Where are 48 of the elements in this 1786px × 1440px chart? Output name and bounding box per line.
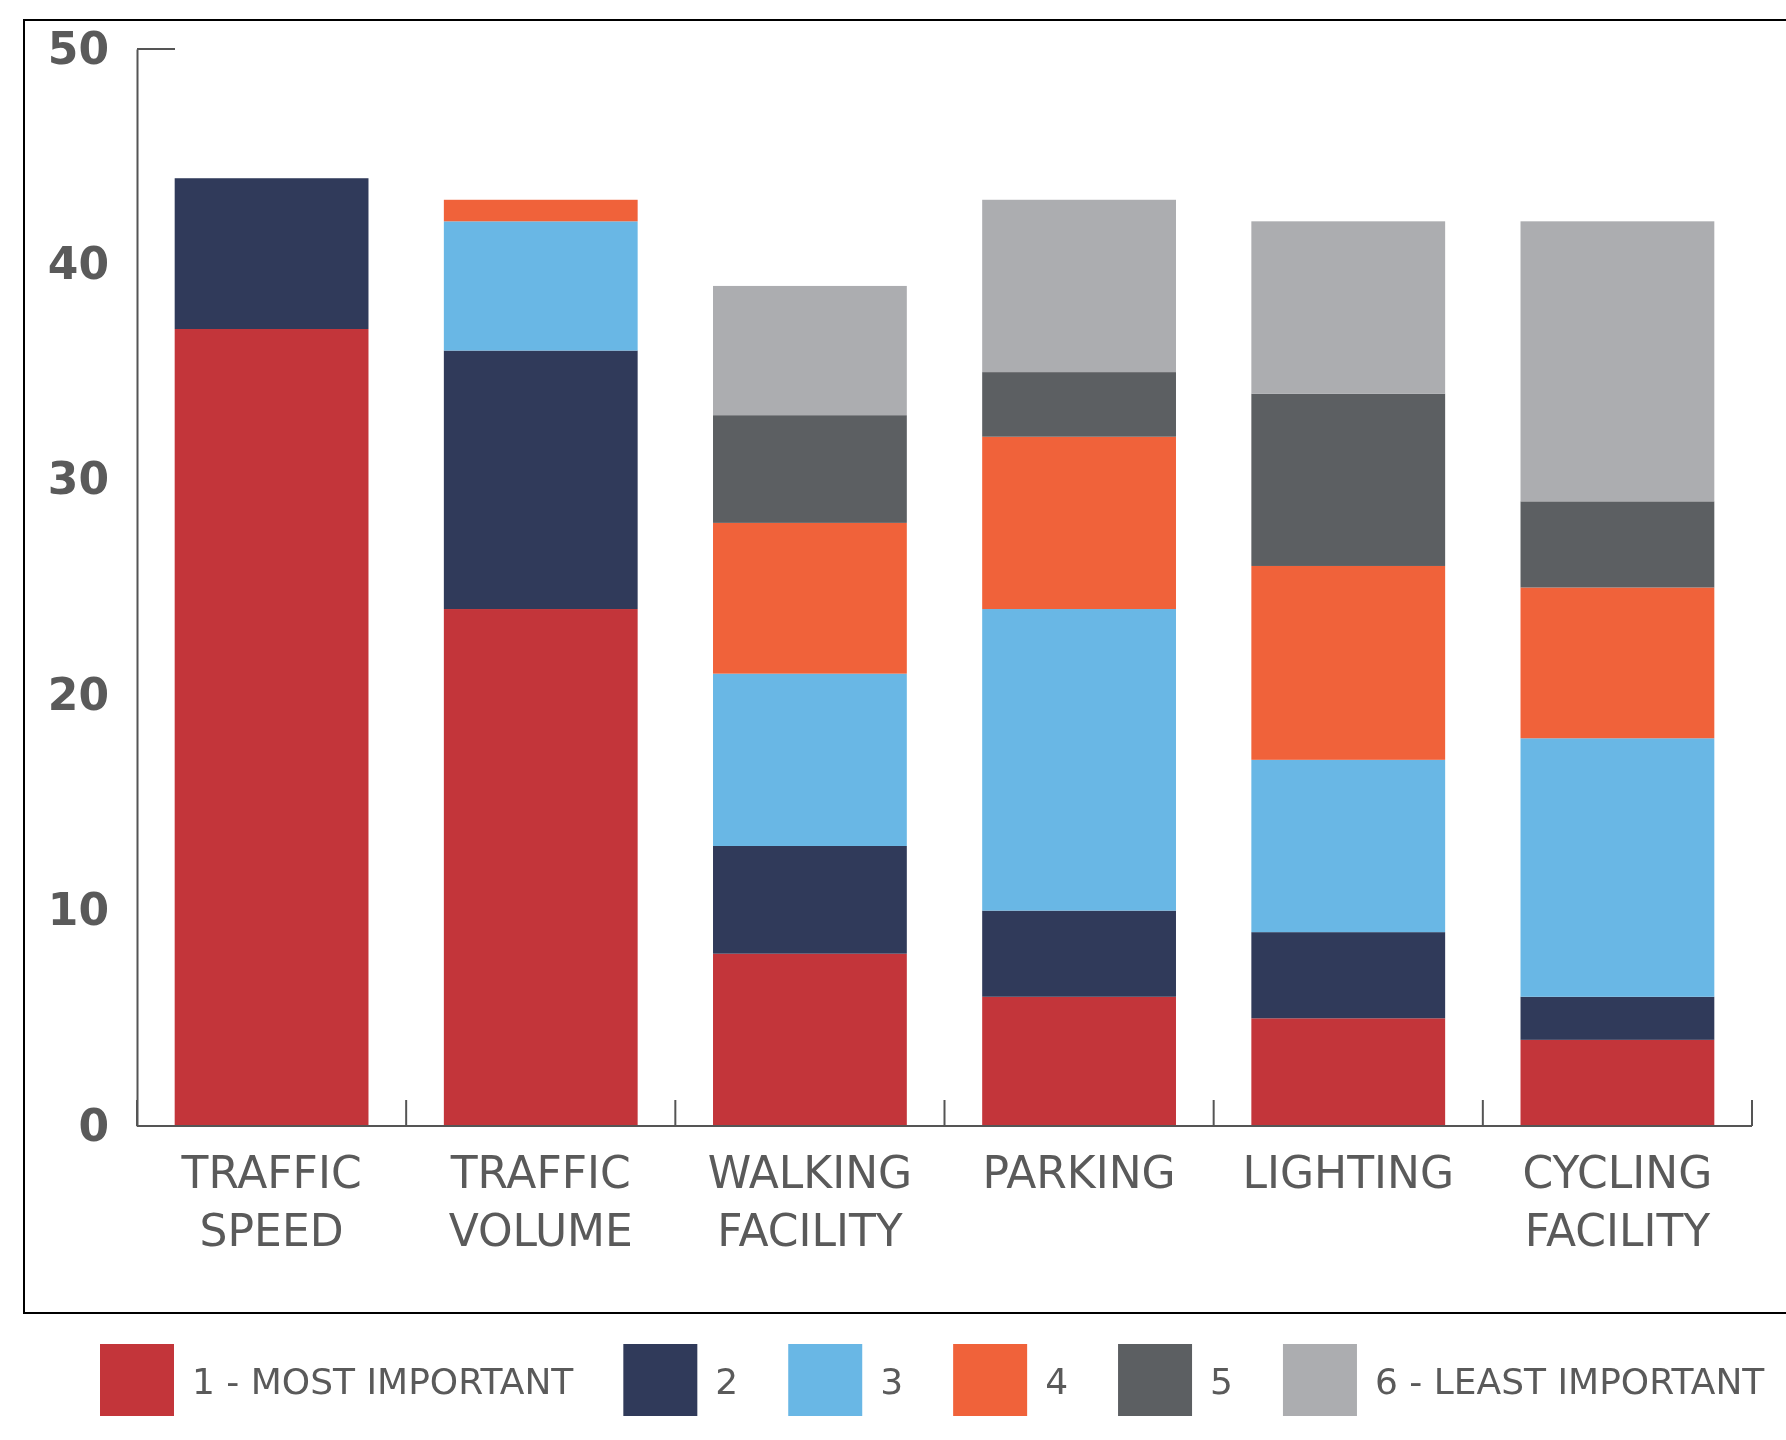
bar	[174, 329, 369, 1126]
bar	[713, 415, 907, 523]
bar	[443, 609, 638, 1126]
y-tick-label: 50	[47, 22, 109, 74]
bar	[982, 436, 1176, 610]
bar	[713, 953, 907, 1126]
bar	[443, 221, 638, 351]
bar	[982, 996, 1176, 1126]
bar	[713, 285, 907, 416]
legend-label: 6 - LEAST IMPORTANT	[1374, 1361, 1766, 1402]
bar	[1251, 759, 1446, 933]
legend-label: 3	[880, 1361, 904, 1402]
bar	[713, 845, 907, 954]
bar	[1520, 738, 1715, 997]
bar	[1251, 1018, 1446, 1126]
bar	[713, 522, 907, 674]
bar	[1520, 996, 1715, 1040]
x-tick-label: TRAFFIC VOLUME	[448, 1147, 633, 1256]
bar	[1520, 221, 1715, 502]
bar	[982, 199, 1176, 373]
bar	[1251, 221, 1446, 394]
bar	[1520, 501, 1715, 588]
y-tick-label: 40	[47, 237, 109, 289]
bar	[713, 673, 907, 846]
legend-label: 1 - MOST IMPORTANT	[192, 1361, 575, 1402]
x-tick-label: PARKING	[982, 1147, 1176, 1198]
x-tick-label: WALKING FACILITY	[707, 1147, 913, 1256]
legend-label: 4	[1045, 1361, 1069, 1402]
bar	[1520, 587, 1715, 739]
bar	[443, 350, 638, 610]
legend-label: 5	[1210, 1361, 1233, 1402]
bar	[982, 910, 1176, 997]
legend-label: 2	[715, 1361, 739, 1402]
bar	[1251, 565, 1446, 760]
y-tick-label: 20	[47, 668, 109, 720]
bar	[982, 372, 1176, 437]
x-tick-label: LIGHTING	[1242, 1147, 1455, 1198]
bar	[174, 178, 369, 330]
bar	[443, 199, 638, 222]
x-tick-label: TRAFFIC SPEED	[180, 1147, 362, 1256]
x-tick-label: CYCLING FACILITY	[1522, 1147, 1713, 1256]
bar	[1251, 393, 1446, 566]
bar	[1251, 932, 1446, 1019]
y-tick-label: 0	[78, 1099, 109, 1151]
bar	[1520, 1039, 1715, 1126]
bar	[982, 609, 1176, 911]
y-tick-label: 30	[47, 453, 109, 505]
y-tick-label: 10	[47, 884, 109, 936]
